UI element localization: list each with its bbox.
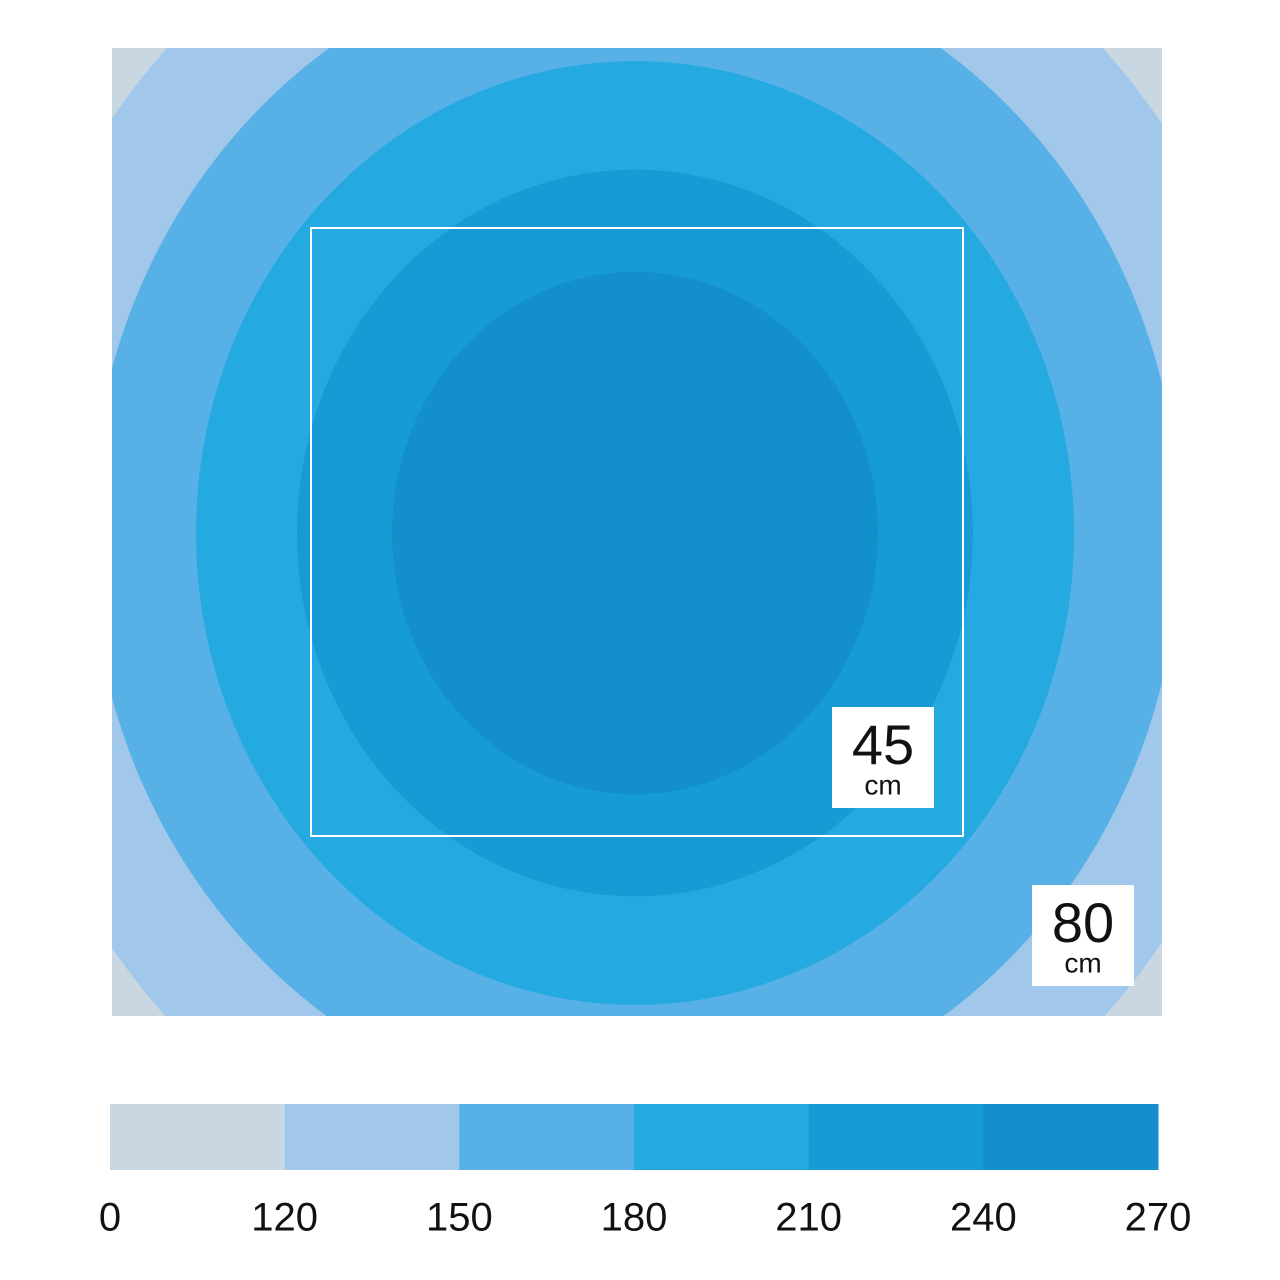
coverage-map xyxy=(112,48,1162,1016)
colorbar-segment xyxy=(284,1104,460,1170)
colorbar-tick-label: 270 xyxy=(1125,1196,1192,1240)
colorbar-tick-label: 150 xyxy=(426,1196,493,1240)
colorbar: 0 120 150 180 210 240 270 xyxy=(99,1104,1192,1240)
annotation-value: 45 xyxy=(852,713,914,776)
annotation-value: 80 xyxy=(1052,891,1114,954)
inner-square xyxy=(310,227,964,837)
colorbar-segment xyxy=(634,1104,810,1170)
colorbar-tick-label: 0 xyxy=(99,1196,121,1240)
colorbar-tick-label: 180 xyxy=(601,1196,668,1240)
colorbar-segment xyxy=(110,1104,286,1170)
colorbar-segment xyxy=(459,1104,635,1170)
colorbar-tick-label: 210 xyxy=(775,1196,842,1240)
colorbar-segment xyxy=(808,1104,984,1170)
annotation-box xyxy=(1032,885,1134,986)
annotation-unit: cm xyxy=(1064,947,1101,978)
annotation-box xyxy=(832,707,934,808)
colorbar-segment xyxy=(983,1104,1159,1170)
colorbar-tick-label: 240 xyxy=(950,1196,1017,1240)
colorbar-tick-label: 120 xyxy=(251,1196,318,1240)
contour-band xyxy=(392,271,878,795)
annotation-unit: cm xyxy=(864,769,901,800)
